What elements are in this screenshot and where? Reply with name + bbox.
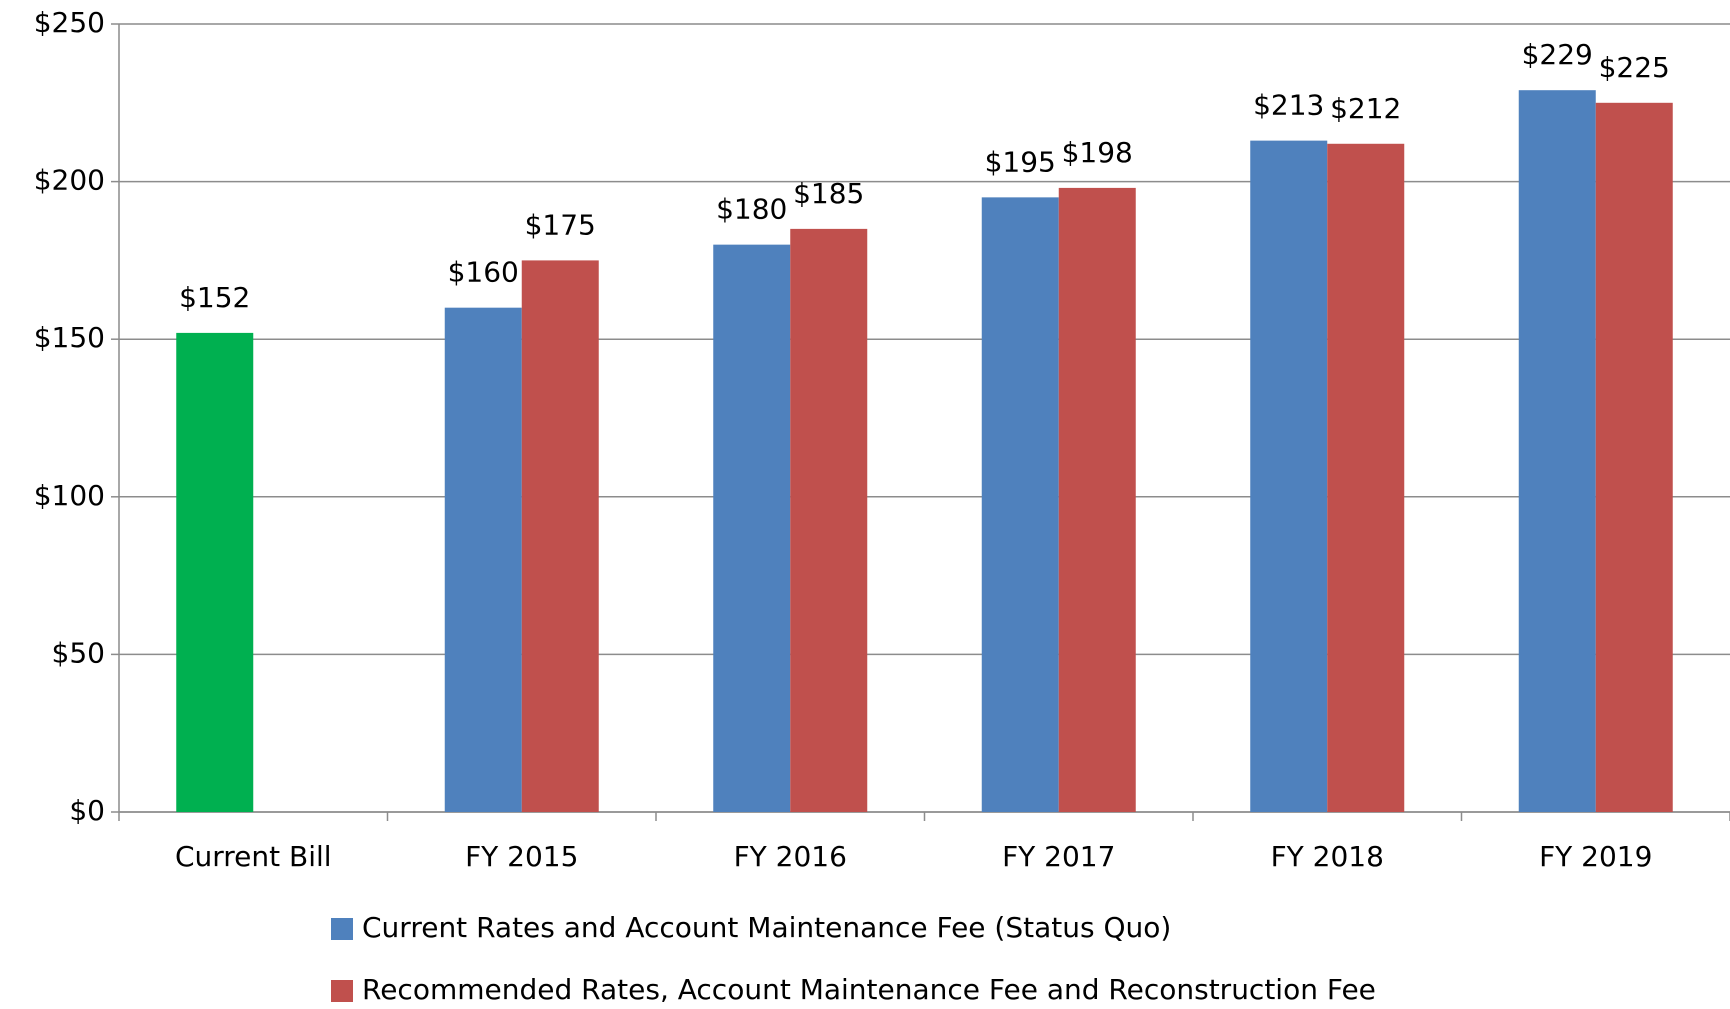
y-tick-label: $150 [34,321,105,354]
data-label: $180 [716,193,787,226]
y-tick-label: $250 [34,6,105,39]
bar [444,307,522,812]
data-label: $212 [1330,92,1401,125]
y-tick-label: $50 [52,636,105,669]
data-label: $152 [179,281,250,314]
y-tick-label: $0 [69,794,105,827]
x-tick-label: FY 2018 [1271,840,1384,873]
y-tick-label: $100 [34,479,105,512]
bar [713,244,791,812]
data-label: $160 [448,256,519,289]
data-label: $195 [985,145,1056,178]
x-tick-label: FY 2019 [1539,840,1652,873]
bar [176,332,254,812]
bar [1595,102,1673,813]
bar [1518,90,1596,812]
bar [1058,187,1136,813]
bar [1327,143,1405,812]
bar [981,197,1059,813]
legend-swatch [331,918,353,940]
x-tick-label: FY 2017 [1002,840,1115,873]
bar [1250,140,1328,812]
data-label: $185 [793,177,864,210]
data-label: $198 [1062,136,1133,169]
bar [790,228,868,812]
legend-label: Recommended Rates, Account Maintenance F… [362,973,1376,1006]
y-tick-label: $200 [34,164,105,197]
legend-swatch [331,980,353,1002]
data-label: $175 [525,208,596,241]
bar [521,260,599,812]
data-label: $225 [1599,51,1670,84]
legend-label: Current Rates and Account Maintenance Fe… [362,911,1171,944]
x-tick-label: FY 2015 [465,840,578,873]
data-label: $229 [1522,38,1593,71]
x-tick-label: FY 2016 [734,840,847,873]
data-label: $213 [1253,89,1324,122]
x-tick-label: Current Bill [175,840,332,873]
